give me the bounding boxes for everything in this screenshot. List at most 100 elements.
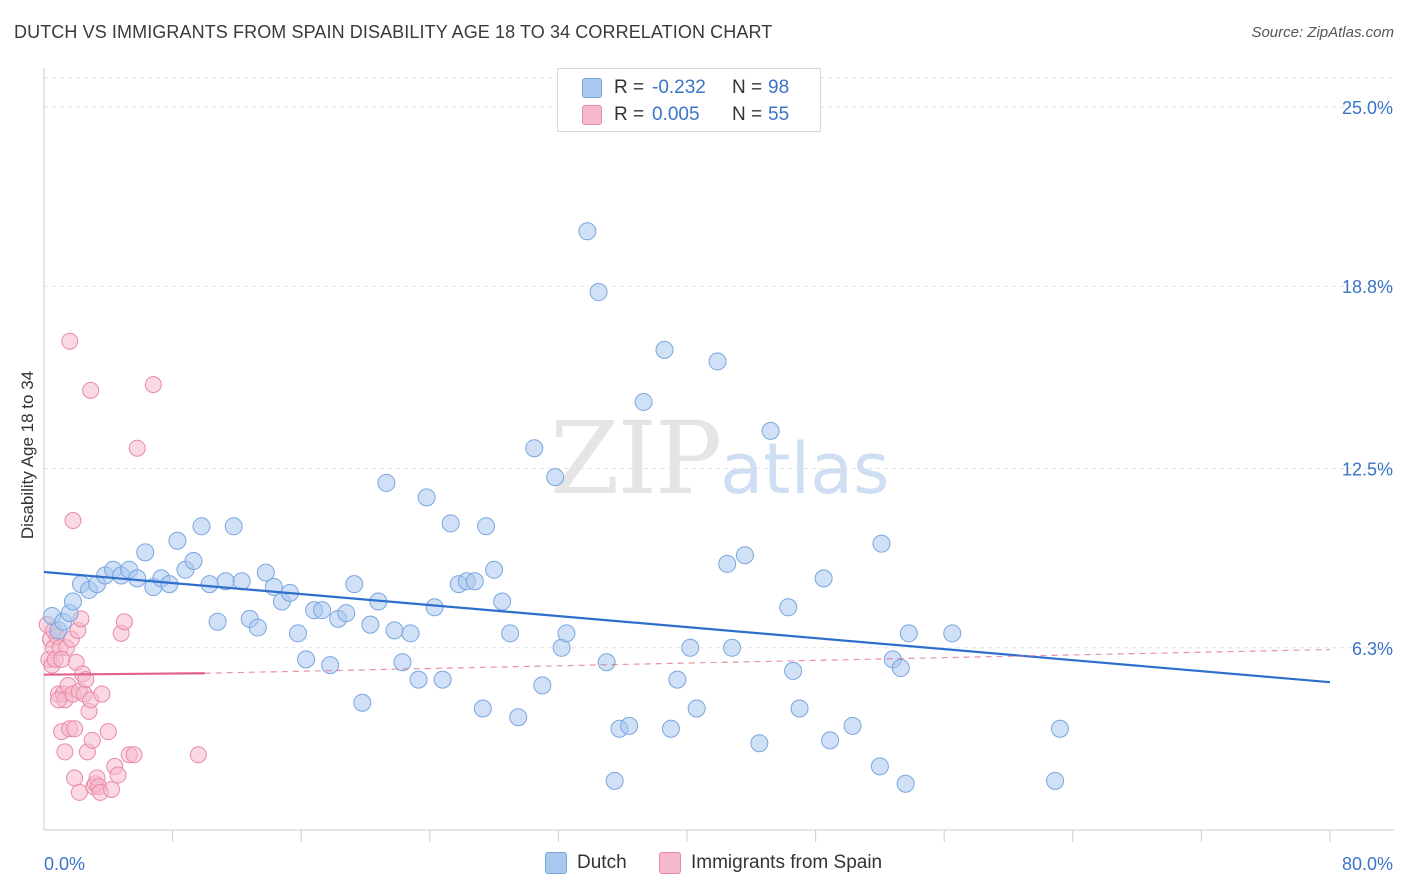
dutch-point (248, 618, 267, 637)
dutch-swatch (582, 78, 602, 98)
spain-legend-label: Immigrants from Spain (691, 852, 883, 873)
spain-r-label: R = (614, 104, 645, 125)
spain-point (125, 746, 143, 764)
spain-point (82, 381, 100, 399)
dutch-point (546, 468, 565, 487)
spain-point (93, 685, 111, 703)
y-tick-label: 12.5% (1342, 459, 1393, 479)
dutch-point (441, 514, 460, 533)
dutch-point (723, 638, 742, 657)
y-tick-label: 6.3% (1352, 639, 1393, 659)
dutch-point (321, 656, 340, 675)
source-label: Source: ZipAtlas.com (1251, 24, 1394, 41)
tick-labels: 6.3% 12.5% 18.8% 25.0% 0.0% 80.0% Disability A… (18, 98, 1393, 874)
dutch-point (208, 612, 227, 631)
dutch-point (525, 439, 544, 458)
y-axis-label: Disability Age 18 to 34 (18, 371, 37, 539)
dutch-point (779, 598, 798, 617)
dutch-point (784, 661, 803, 680)
dutch-legend-label: Dutch (577, 852, 627, 873)
series-legend: Dutch Immigrants from Spain (0, 852, 1406, 878)
chart-title: DUTCH VS IMMIGRANTS FROM SPAIN DISABILIT… (14, 22, 773, 42)
dutch-point (750, 734, 769, 753)
spain-point (66, 720, 84, 738)
spain-point (109, 766, 127, 784)
dutch-point (843, 716, 862, 735)
dutch-point (943, 624, 962, 643)
spain-points (38, 332, 207, 801)
spain-n-label: N = (732, 104, 763, 125)
dutch-point (735, 546, 754, 565)
axes (43, 68, 1394, 842)
dutch-point (433, 670, 452, 689)
dutch-n-value: 98 (768, 77, 790, 98)
dutch-point (385, 621, 404, 640)
spain-point (49, 691, 67, 709)
y-tick-label: 18.8% (1342, 277, 1393, 297)
dutch-point (393, 653, 412, 672)
spain-point (66, 769, 84, 787)
spain-point (70, 783, 88, 801)
dutch-point (597, 653, 616, 672)
dutch-point (870, 757, 889, 776)
dutch-point (297, 650, 316, 669)
dutch-point (224, 517, 243, 536)
dutch-point (896, 774, 915, 793)
dutch-point (668, 670, 687, 689)
dutch-point (1050, 719, 1069, 738)
regression-lines (43, 570, 1331, 684)
watermark-atlas: atlas (720, 428, 890, 510)
dutch-point (620, 716, 639, 735)
watermark: ZIPatlas (550, 400, 889, 517)
dutch-point (718, 554, 737, 573)
dutch-r-value: -0.232 (652, 77, 706, 98)
dutch-point (485, 560, 504, 579)
dutch-point (256, 563, 275, 582)
spain-point (99, 723, 117, 741)
spain-trend-extension (204, 648, 1331, 674)
dutch-point (417, 488, 436, 507)
dutch-point (589, 283, 608, 302)
legend-item-dutch[interactable]: Dutch (545, 852, 627, 874)
dutch-point (501, 624, 520, 643)
dutch-point (377, 473, 396, 492)
dutch-point (661, 719, 680, 738)
dutch-point (655, 340, 674, 359)
spain-trend-line (43, 672, 205, 676)
spain-point (77, 671, 95, 689)
legend-item-spain[interactable]: Immigrants from Spain (659, 852, 882, 874)
legend-row-spain: R = 0.005 N = 55 (582, 104, 789, 126)
dutch-point (578, 222, 597, 241)
spain-point (56, 743, 74, 761)
dutch-point (345, 575, 364, 594)
dutch-point (891, 659, 910, 678)
dutch-point (313, 601, 332, 620)
dutch-point (634, 392, 653, 411)
spain-point (61, 332, 79, 350)
spain-swatch (582, 105, 602, 125)
dutch-point (493, 592, 512, 611)
dutch-point (1046, 771, 1065, 790)
watermark-zip: ZIP (550, 400, 722, 517)
spain-point (103, 781, 121, 799)
correlation-legend: R = -0.232 N = 98 R = 0.005 N = 55 (557, 68, 821, 132)
dutch-point (401, 624, 420, 643)
x-tick-label-min: 0.0% (44, 854, 85, 874)
spain-point (115, 613, 133, 631)
dutch-point (605, 771, 624, 790)
dutch-point (872, 534, 891, 553)
spain-point (128, 439, 146, 457)
dutch-point (687, 699, 706, 718)
dutch-point (136, 543, 155, 562)
spain-n-value: 55 (768, 104, 790, 125)
dutch-point (192, 517, 211, 536)
dutch-point (509, 708, 528, 727)
spain-point (189, 746, 207, 764)
dutch-point (168, 531, 187, 550)
dutch-point (708, 352, 727, 371)
dutch-point (232, 572, 251, 591)
dutch-point (790, 699, 809, 718)
dutch-point (63, 592, 82, 611)
dutch-n-label: N = (732, 77, 763, 98)
